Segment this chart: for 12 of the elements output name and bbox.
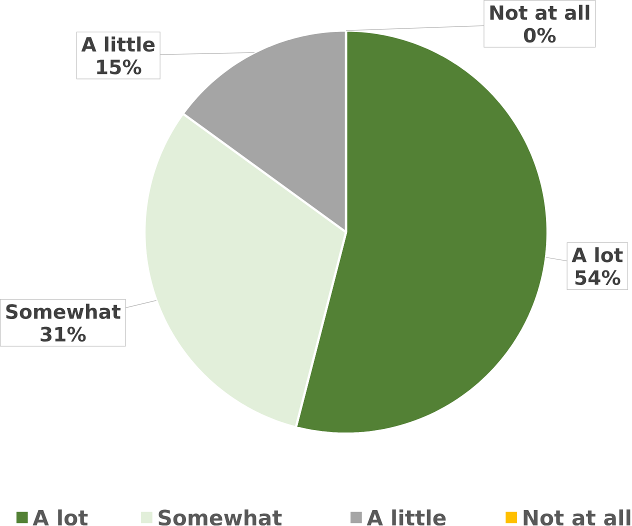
legend-label: A lot — [32, 509, 88, 526]
slice-label: A little — [81, 36, 155, 52]
slice-label: A lot — [572, 247, 623, 263]
data-label: 54% — [575, 270, 620, 286]
slice-label: Somewhat — [6, 304, 121, 320]
category-label: Not at all — [490, 4, 590, 20]
legend-label: Not at all — [524, 509, 630, 526]
legend-label: Somewhat — [158, 509, 282, 526]
data-label: 15% — [97, 60, 142, 75]
legend-label: A little — [366, 509, 446, 526]
data-label: 31% — [40, 326, 86, 342]
text: 0% — [524, 28, 556, 43]
